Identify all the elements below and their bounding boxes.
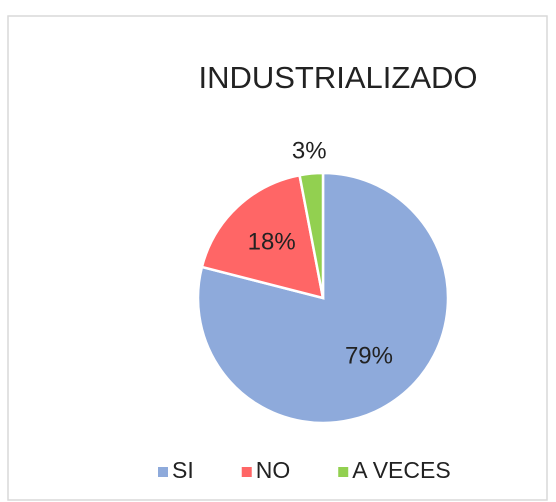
data-label: 18%	[248, 229, 296, 256]
data-label: 3%	[292, 138, 327, 165]
legend-label: SI	[172, 457, 194, 483]
data-label: 79%	[345, 343, 393, 370]
chart-title: INDUSTRIALIZADO	[198, 60, 477, 95]
legend-label: A VECES	[352, 457, 450, 483]
legend-marker	[338, 467, 349, 477]
legend-label: NO	[256, 457, 291, 483]
legend-marker	[158, 467, 168, 477]
pie-slice	[200, 173, 325, 300]
pie-slice	[298, 171, 325, 299]
legend-marker	[241, 467, 252, 477]
